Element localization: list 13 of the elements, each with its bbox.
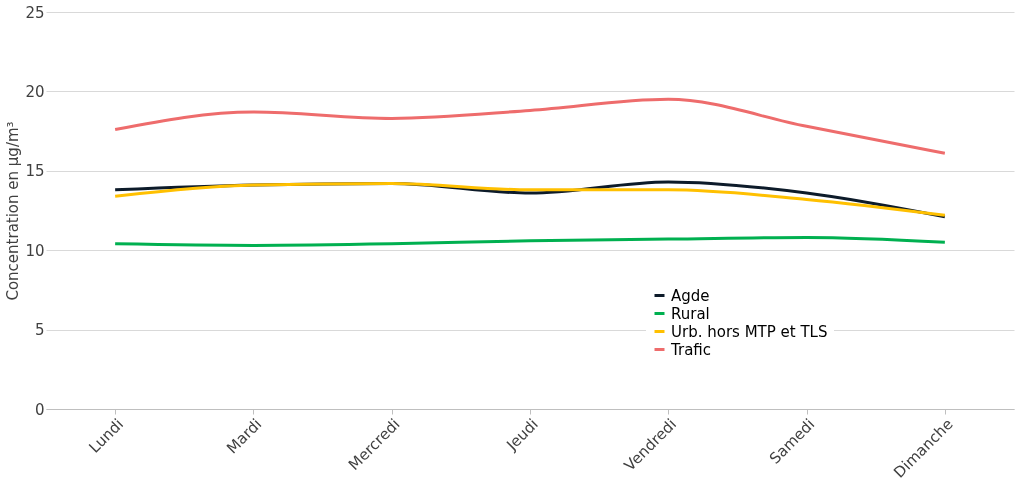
legend-label: Trafic — [670, 340, 712, 359]
y-tick-label: 25 — [25, 3, 45, 22]
line-series — [113, 236, 947, 247]
y-tick-label: 0 — [34, 400, 45, 419]
y-tick-label: 10 — [25, 241, 45, 260]
y-tick-label: 20 — [25, 82, 45, 101]
legend-label: Rural — [671, 304, 710, 323]
y-tick-label: 5 — [34, 321, 45, 340]
line-series — [113, 97, 947, 155]
y-axis-title: Concentration en µg/m³ — [4, 121, 23, 301]
y-tick-label: 15 — [25, 162, 45, 181]
legend-label: Agde — [671, 286, 710, 305]
legend-label: Urb. hors MTP et TLS — [671, 322, 828, 341]
